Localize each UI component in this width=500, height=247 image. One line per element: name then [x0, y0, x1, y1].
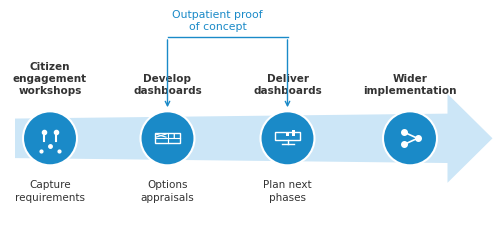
Ellipse shape [383, 111, 437, 165]
Text: i: i [172, 133, 175, 139]
Polygon shape [15, 94, 492, 183]
Bar [292, 130, 295, 136]
Ellipse shape [23, 111, 77, 165]
Bar [286, 133, 289, 136]
Ellipse shape [260, 111, 314, 165]
Text: Deliver
dashboards: Deliver dashboards [253, 74, 322, 97]
Text: Wider
implementation: Wider implementation [363, 74, 457, 97]
Text: Citizen
engagement
workshops: Citizen engagement workshops [13, 62, 87, 97]
Text: Develop
dashboards: Develop dashboards [133, 74, 202, 97]
Ellipse shape [140, 111, 194, 165]
Text: Capture
requirements: Capture requirements [15, 180, 85, 203]
Text: Plan next
phases: Plan next phases [263, 180, 312, 203]
Text: Outpatient proof
of concept: Outpatient proof of concept [172, 10, 263, 32]
Text: Options
appraisals: Options appraisals [140, 180, 194, 203]
